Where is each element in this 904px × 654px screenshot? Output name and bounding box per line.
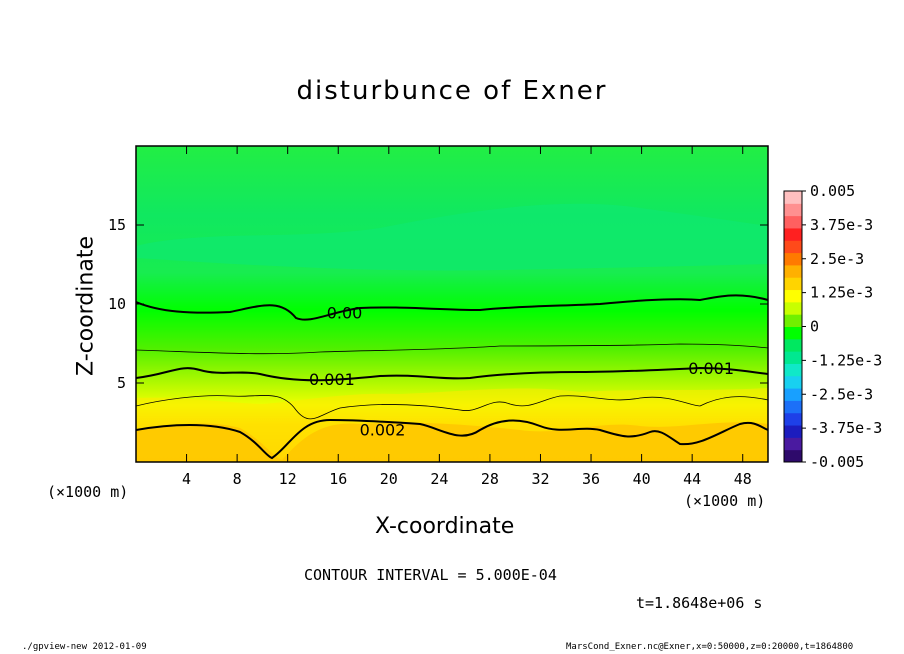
colorbar-swatch bbox=[784, 363, 802, 377]
x-tick-label: 36 bbox=[582, 470, 600, 488]
contour-label: 0.002 bbox=[360, 420, 406, 439]
footer-left: ./gpview-new 2012-01-09 bbox=[22, 642, 147, 652]
y-tick-label: 5 bbox=[117, 374, 126, 392]
colorbar-swatch bbox=[784, 400, 802, 414]
contour-interval-label: CONTOUR INTERVAL = 5.000E-04 bbox=[304, 566, 557, 584]
x-tick-label: 16 bbox=[329, 470, 347, 488]
colorbar-swatch bbox=[784, 437, 802, 451]
y-tick-label: 15 bbox=[108, 216, 126, 234]
colorbar-swatch bbox=[784, 301, 802, 315]
colorbar-label: -2.5e-3 bbox=[810, 385, 873, 403]
colorbar-swatch bbox=[784, 338, 802, 352]
colorbar-swatch bbox=[784, 314, 802, 327]
x-tick-label: 20 bbox=[380, 470, 398, 488]
x-tick-label: 32 bbox=[531, 470, 549, 488]
colorbar-swatch bbox=[784, 289, 802, 303]
x-tick-label: 40 bbox=[633, 470, 651, 488]
y-axis-ticks: 5 10 15 bbox=[108, 216, 768, 392]
colorbar bbox=[783, 190, 803, 463]
colorbar-label: -1.25e-3 bbox=[810, 351, 882, 369]
colorbar-swatch bbox=[784, 425, 802, 438]
colorbar-swatch bbox=[784, 240, 802, 254]
contour-lines bbox=[136, 294, 768, 460]
colorbar-swatch bbox=[784, 351, 802, 364]
field-fill bbox=[136, 146, 768, 462]
footer-right: MarsCond_Exner.nc@Exner,x=0:50000,z=0:20… bbox=[566, 642, 854, 652]
colorbar-swatch bbox=[784, 375, 802, 389]
x-axis-unit-right: (×1000 m) bbox=[684, 492, 766, 510]
colorbar-swatch bbox=[784, 191, 802, 204]
x-tick-label: 4 bbox=[182, 470, 191, 488]
colorbar-label: 0.005 bbox=[810, 182, 855, 200]
x-axis-label: X-coordinate bbox=[375, 514, 515, 539]
x-tick-label: 24 bbox=[430, 470, 448, 488]
contour-label: 0.001 bbox=[688, 359, 734, 378]
colorbar-label: 2.5e-3 bbox=[810, 250, 864, 268]
x-tick-label: 12 bbox=[279, 470, 297, 488]
colorbar-swatch bbox=[784, 449, 802, 463]
x-tick-label: 8 bbox=[233, 470, 242, 488]
x-axis-ticks: 4 8 12 16 20 24 28 32 36 40 44 48 bbox=[182, 146, 752, 488]
colorbar-swatch bbox=[784, 388, 802, 401]
colorbar-label: -0.005 bbox=[810, 453, 864, 471]
colorbar-swatch bbox=[784, 227, 802, 241]
colorbar-label: 1.25e-3 bbox=[810, 284, 873, 302]
y-tick-label: 10 bbox=[108, 295, 126, 313]
x-tick-label: 28 bbox=[481, 470, 499, 488]
colorbar-label: 0 bbox=[810, 318, 819, 336]
x-tick-label: 48 bbox=[734, 470, 752, 488]
colorbar-swatch bbox=[784, 264, 802, 278]
colorbar-swatch bbox=[784, 252, 802, 266]
colorbar-swatch bbox=[784, 215, 802, 229]
colorbar-label: 3.75e-3 bbox=[810, 216, 873, 234]
colorbar-swatch bbox=[784, 412, 802, 426]
x-axis-unit-left: (×1000 m) bbox=[47, 483, 129, 501]
colorbar-labels: 0.005 3.75e-3 2.5e-3 1.25e-3 0 -1.25e-3 -2.5e-… bbox=[802, 182, 882, 471]
contour-label: 0.00 bbox=[327, 303, 363, 322]
chart-title: disturbunce of Exner bbox=[296, 76, 608, 106]
x-tick-label: 44 bbox=[683, 470, 701, 488]
colorbar-swatch bbox=[784, 326, 802, 340]
contour-labels: 0.00 0.001 0.001 0.002 bbox=[309, 303, 734, 439]
colorbar-swatch bbox=[784, 277, 802, 291]
time-label: t=1.8648e+06 s bbox=[636, 594, 763, 612]
contour-label: 0.001 bbox=[309, 370, 355, 389]
colorbar-label: -3.75e-3 bbox=[810, 419, 882, 437]
colorbar-swatch bbox=[784, 203, 802, 217]
